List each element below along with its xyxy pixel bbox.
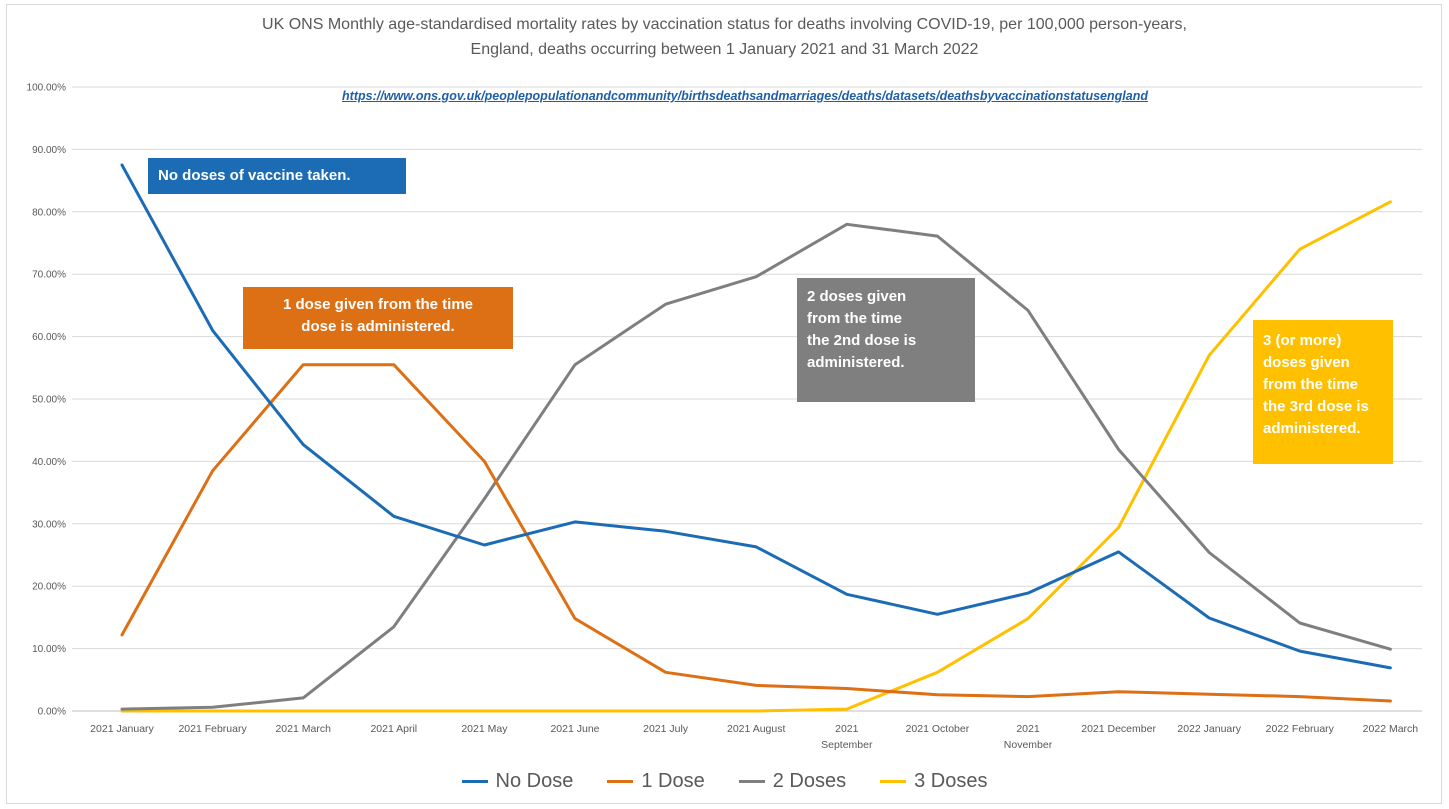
callout-line: 3 (or more) <box>1263 332 1342 349</box>
x-tick-label: 2021 May <box>461 723 508 735</box>
legend-label-two-doses: 2 Doses <box>772 770 847 792</box>
y-tick-label: 90.00% <box>32 145 66 156</box>
callout-line: administered. <box>1263 420 1361 437</box>
y-tick-label: 0.00% <box>38 707 66 718</box>
x-tick-label: 2021 <box>1016 723 1040 735</box>
y-tick-label: 80.00% <box>32 207 66 218</box>
callout-line: dose is administered. <box>301 318 455 335</box>
series-line-no-dose <box>120 163 1392 670</box>
callout-line: the 2nd dose is <box>807 332 917 349</box>
x-tick-label: 2021 July <box>643 723 689 735</box>
x-tick-label: 2021 <box>835 723 859 735</box>
x-tick-label: 2021 December <box>1081 723 1156 735</box>
callout-one-dose: 1 dose given from the time dose is admin… <box>243 287 513 349</box>
x-tick-label: 2021 January <box>90 723 154 735</box>
legend-label-no-dose: No Dose <box>495 770 574 792</box>
x-tick-label: 2022 February <box>1266 723 1335 735</box>
legend-swatch-no-dose <box>461 780 488 783</box>
x-tick-label: November <box>1004 739 1053 751</box>
legend-item-one-dose[interactable]: 1 Dose <box>607 770 705 793</box>
legend-item-three-doses[interactable]: 3 Doses <box>880 770 987 793</box>
legend-label-three-doses: 3 Doses <box>914 770 988 792</box>
series-line-3-doses <box>120 200 1392 713</box>
callout-line: No doses of vaccine taken. <box>158 167 351 184</box>
callout-line: 2 doses given <box>807 288 907 305</box>
source-link[interactable]: https://www.ons.gov.uk/peoplepopulationa… <box>342 89 1148 103</box>
series-line-1-dose <box>120 363 1392 703</box>
x-tick-label: 2021 October <box>906 723 970 735</box>
y-tick-label: 30.00% <box>32 519 66 530</box>
y-tick-label: 70.00% <box>32 270 66 281</box>
legend-swatch-two-doses <box>738 780 765 783</box>
callout-no-dose: No doses of vaccine taken. <box>148 158 406 194</box>
legend-swatch-one-dose <box>607 780 634 783</box>
legend-item-no-dose[interactable]: No Dose <box>461 770 574 793</box>
chart-title-line-1: UK ONS Monthly age-standardised mortalit… <box>262 16 1187 33</box>
chart-title: UK ONS Monthly age-standardised mortalit… <box>0 12 1449 62</box>
x-tick-label: 2022 March <box>1363 723 1419 735</box>
x-tick-label: 2021 March <box>275 723 331 735</box>
chart-title-line-2: England, deaths occurring between 1 Janu… <box>470 41 979 58</box>
y-tick-label: 100.00% <box>27 83 67 94</box>
callout-line: doses given <box>1263 354 1350 371</box>
x-tick-label: 2021 June <box>550 723 599 735</box>
callout-line: 1 dose given from the time <box>282 296 474 313</box>
legend-swatch-three-doses <box>880 780 907 783</box>
x-tick-label: September <box>821 739 873 751</box>
y-tick-label: 10.00% <box>32 644 66 655</box>
chart-legend: No Dose 1 Dose 2 Doses 3 Doses <box>0 770 1449 793</box>
series-line-2-doses <box>120 222 1392 711</box>
chart-frame <box>6 4 1442 804</box>
callout-line: from the time <box>807 310 903 327</box>
x-tick-label: 2021 February <box>178 723 247 735</box>
x-tick-label: 2022 January <box>1177 723 1241 735</box>
callout-line: from the time <box>1263 376 1359 393</box>
y-tick-label: 20.00% <box>32 582 66 593</box>
legend-item-two-doses[interactable]: 2 Doses <box>738 770 847 793</box>
y-tick-label: 60.00% <box>32 332 66 343</box>
x-tick-label: 2021 April <box>370 723 417 735</box>
callout-line: the 3rd dose is <box>1263 398 1369 415</box>
x-tick-label: 2021 August <box>727 723 785 735</box>
legend-label-one-dose: 1 Dose <box>641 770 705 792</box>
y-tick-label: 50.00% <box>32 395 66 406</box>
callout-two-doses: 2 doses given from the time the 2nd dose… <box>797 278 975 402</box>
y-tick-label: 40.00% <box>32 457 66 468</box>
callout-three-doses: 3 (or more) doses given from the time th… <box>1253 320 1393 464</box>
callout-line: administered. <box>807 354 905 371</box>
